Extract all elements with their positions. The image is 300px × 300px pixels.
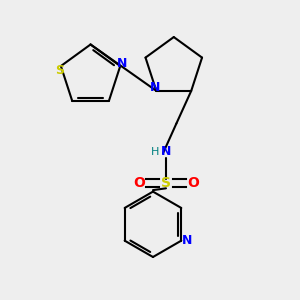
Text: N: N (182, 234, 192, 247)
Text: S: S (161, 176, 171, 190)
Text: O: O (133, 176, 145, 190)
Text: S: S (55, 64, 64, 77)
Text: N: N (116, 57, 127, 70)
Text: H: H (151, 147, 159, 157)
Text: O: O (187, 176, 199, 190)
Text: N: N (150, 81, 160, 94)
Text: N: N (161, 145, 171, 158)
